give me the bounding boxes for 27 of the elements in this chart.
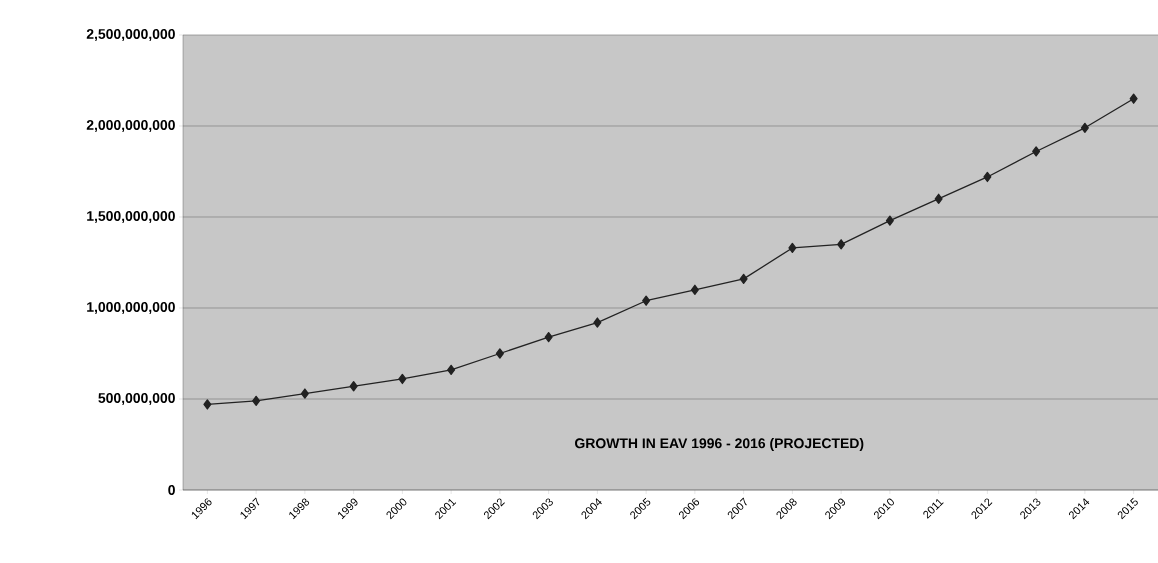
point <box>1080 122 1089 133</box>
point <box>788 242 797 254</box>
point <box>690 284 699 295</box>
y-tick-label: 500,000,000 <box>98 393 175 405</box>
point <box>544 331 553 343</box>
y-tick-label: 2,000,000,000 <box>86 120 175 132</box>
point <box>837 239 846 250</box>
point <box>398 373 407 385</box>
point <box>593 317 602 328</box>
point <box>934 193 943 204</box>
y-tick-label: 2,500,000,000 <box>86 29 175 41</box>
y-tick-label: 1,500,000,000 <box>87 211 175 223</box>
y-tick-label: 1,000,000,000 <box>87 302 175 314</box>
point <box>739 273 748 285</box>
point <box>642 295 651 306</box>
point <box>300 388 309 399</box>
annotation: GROWTH IN EAV 1996 - 2016 (PROJECTED) <box>575 437 864 451</box>
point <box>885 215 894 226</box>
point <box>349 381 358 392</box>
point <box>203 399 212 410</box>
point <box>983 171 992 183</box>
point <box>1032 146 1041 157</box>
y-tick-label: 0 <box>168 485 175 495</box>
point <box>495 348 504 359</box>
point <box>1129 93 1138 104</box>
point <box>447 364 456 376</box>
point <box>252 395 261 406</box>
